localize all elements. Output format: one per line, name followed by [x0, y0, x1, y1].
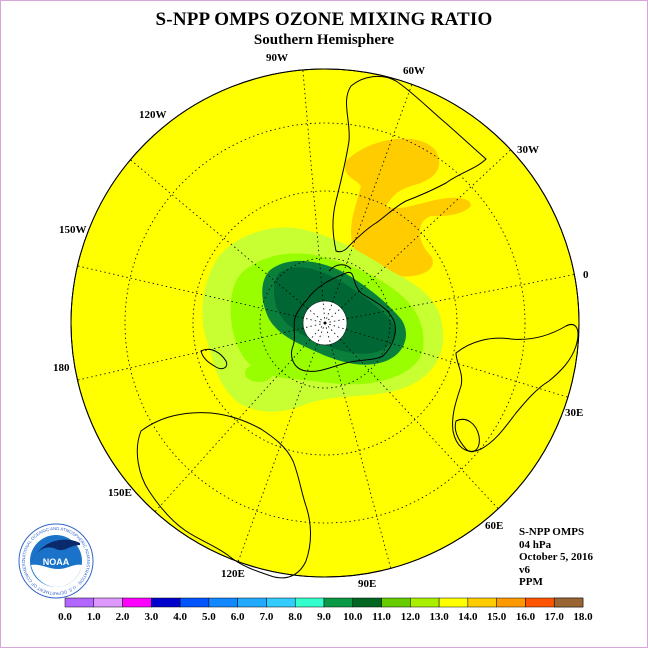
longitude-label: 150W	[59, 224, 87, 236]
longitude-labels: 90W 60W 30W 0 30E 60E 90E 120E 150E 180 150W 120W	[53, 52, 589, 590]
colorbar-segment	[64, 597, 95, 608]
colorbar-tick-label: 14.0	[458, 611, 478, 623]
colorbar-segments	[64, 597, 584, 608]
colorbar-segment	[208, 597, 238, 608]
new-zealand-coast	[200, 348, 228, 370]
meridian-line	[302, 69, 326, 324]
colorbar-tick-label: 9.0	[317, 611, 331, 623]
colorbar-segment	[179, 597, 210, 608]
latitude-circle	[259, 257, 391, 389]
noaa-logo: NOAA NATIONAL OCEANIC AND ATMOSPHERIC AD…	[18, 523, 94, 599]
meridian-line	[77, 322, 326, 381]
colorbar-tick-label: 1.0	[87, 611, 101, 623]
colorbar-segment	[410, 597, 440, 608]
colorbar-segment	[525, 597, 555, 608]
colorbar-labels: 0.0 1.0 2.0 3.0 4.0 5.0 6.0 7.0 8.0 9.0 10.0 11.0 12…	[58, 611, 593, 623]
colorbar-tick-label: 11.0	[372, 611, 391, 623]
colorbar-tick-label: 8.0	[288, 611, 302, 623]
longitude-label: 30W	[517, 144, 539, 156]
meridian-line	[324, 274, 575, 324]
antarctic-peninsula-coast	[328, 264, 352, 272]
info-satellite: S-NPP OMPS	[519, 526, 585, 538]
colorbar-tick-label: 6.0	[231, 611, 245, 623]
longitude-label: 0	[583, 269, 589, 281]
info-block: S-NPP OMPS 04 hPa October 5, 2016 v6 PPM	[519, 526, 593, 589]
colorbar-segment	[294, 597, 325, 608]
info-version: v6	[519, 563, 530, 576]
longitude-label: 30E	[565, 407, 583, 419]
meridian-line	[324, 84, 413, 324]
meridians	[77, 69, 575, 569]
meridian-line	[237, 322, 326, 562]
colorbar-tick-label: 15.0	[487, 611, 507, 623]
colorbar-tick-label: 3.0	[144, 611, 158, 623]
info-pressure: 04 hPa	[519, 538, 552, 551]
colorbar-tick-label: 7.0	[260, 611, 274, 623]
colorbar-tick-label: 16.0	[516, 611, 536, 623]
meridian-line	[324, 322, 569, 398]
colorbar-segment	[323, 597, 354, 608]
longitude-label: 120W	[139, 109, 167, 121]
noaa-logo-text: NOAA	[43, 557, 70, 567]
meridian-line	[324, 322, 392, 569]
map-title: S-NPP OMPS OZONE MIXING RATIO	[155, 9, 493, 30]
africa-coast	[452, 324, 579, 452]
colorbar-segment	[553, 597, 584, 608]
colorbar-tick-label: 5.0	[202, 611, 216, 623]
colorbar-segment	[122, 597, 152, 608]
meridian-line	[77, 265, 326, 324]
longitude-label: 180	[53, 362, 70, 374]
colorbar-segment	[93, 597, 123, 608]
info-date: October 5, 2016	[519, 551, 594, 563]
colorbar-segment	[237, 597, 267, 608]
meridian-line	[324, 322, 499, 510]
colorbar-tick-label: 18.0	[573, 611, 593, 623]
coastlines	[136, 75, 579, 579]
latitude-circle	[192, 190, 458, 456]
longitude-label: 60E	[485, 520, 503, 532]
longitude-label: 120E	[221, 568, 245, 580]
colorbar-segment	[151, 597, 181, 608]
colorbar-segment	[496, 597, 526, 608]
colorbar-tick-label: 13.0	[429, 611, 449, 623]
meridian-line	[324, 149, 512, 324]
map-subtitle: Southern Hemisphere	[253, 32, 395, 48]
graticule	[124, 122, 526, 524]
map-border	[70, 68, 580, 578]
colorbar-segment	[266, 597, 296, 608]
colorbar-segment	[467, 597, 497, 608]
longitude-label: 60W	[403, 65, 425, 77]
australia-coast	[136, 412, 311, 579]
colorbar-tick-label: 2.0	[116, 611, 130, 623]
colorbar-tick-label: 17.0	[545, 611, 565, 623]
contour-small-spot	[245, 364, 273, 382]
colorbar-segment	[352, 597, 382, 608]
colorbar-segment	[438, 597, 469, 608]
info-units: PPM	[519, 576, 543, 588]
contour-13-14-area	[344, 138, 471, 277]
colorbar-tick-label: 0.0	[58, 611, 72, 623]
meridian-line	[154, 322, 326, 513]
longitude-label: 150E	[108, 487, 132, 499]
longitude-label: 90E	[358, 578, 376, 590]
antarctica-coast	[291, 271, 396, 372]
madagascar-coast	[454, 418, 480, 453]
colorbar-tick-label: 12.0	[401, 611, 421, 623]
meridian-line	[130, 159, 326, 324]
latitude-circle	[124, 122, 526, 524]
colorbar-segment	[381, 597, 411, 608]
colorbar-tick-label: 4.0	[173, 611, 187, 623]
south-america-coast	[332, 75, 487, 253]
longitude-label: 90W	[266, 52, 288, 64]
colorbar-tick-label: 10.0	[343, 611, 363, 623]
